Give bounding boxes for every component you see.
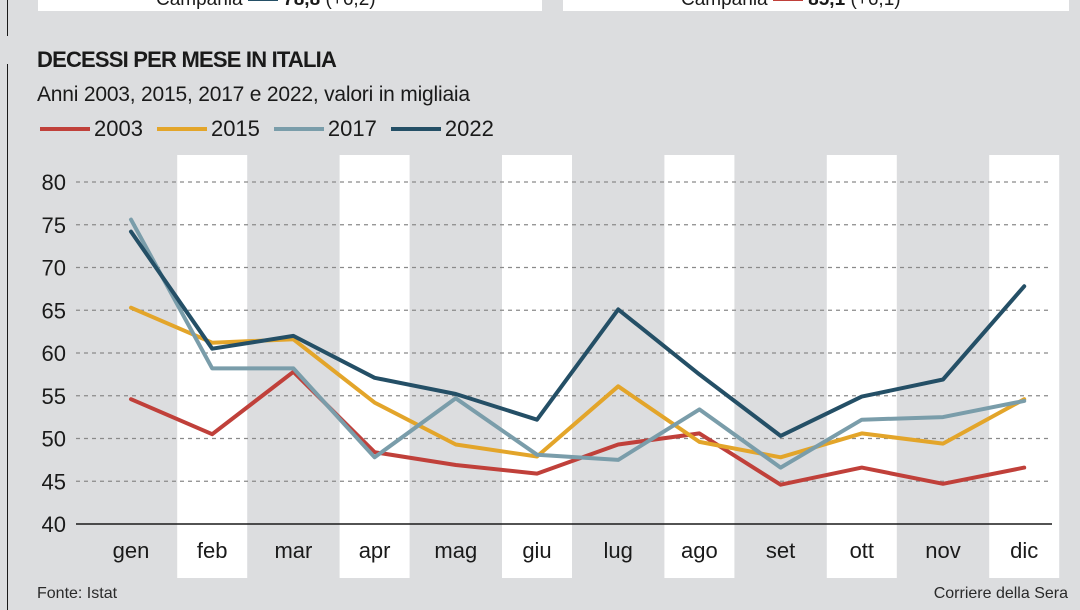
top-card-left: Campania 78,8 (+6,2) [38, 0, 542, 11]
x-tick-label-nov: nov [925, 538, 960, 563]
top-card-right: Campania 85,1 (+6,1) [563, 0, 1069, 11]
top-card-right-change: (+6,1) [850, 0, 900, 10]
top-card-right-line [772, 0, 803, 2]
crop-mark-bottom [7, 64, 8, 610]
x-tick-label-ott: ott [850, 538, 874, 563]
legend-swatch-2022 [390, 127, 441, 131]
top-card-left-region: Campania [156, 0, 243, 10]
x-tick-label-dic: dic [1010, 538, 1038, 563]
month-band-dic [989, 155, 1060, 578]
legend-label-2003: 2003 [94, 116, 143, 141]
legend-swatch-2003 [40, 127, 90, 131]
legend-label-2022: 2022 [444, 116, 494, 141]
series-line-2017 [129, 217, 1027, 470]
x-tick-label-mag: mag [434, 538, 477, 563]
x-tick-label-gen: gen [113, 538, 150, 563]
y-tick-label-60: 60 [42, 341, 66, 366]
x-tick-label-apr: apr [359, 538, 391, 563]
crop-mark-top [7, 0, 8, 36]
top-card-right-region: Campania [681, 0, 768, 10]
legend-item-2022: 2022 [390, 116, 494, 142]
legend-label-2015: 2015 [210, 116, 260, 141]
top-card-left-line [247, 0, 278, 2]
legend-swatch-2015 [156, 127, 207, 131]
y-tick-label-40: 40 [42, 512, 66, 537]
source-credit: Fonte: Istat [37, 585, 118, 602]
x-tick-label-feb: feb [197, 538, 228, 563]
y-tick-label-55: 55 [42, 384, 66, 409]
month-band-ago [664, 155, 735, 578]
y-tick-label-75: 75 [42, 213, 66, 238]
x-tick-label-mar: mar [274, 538, 312, 563]
legend-label-2017: 2017 [327, 116, 377, 141]
top-card-left-text: Campania 78,8 (+6,2) [156, 0, 376, 11]
month-band-ott [826, 155, 897, 578]
y-tick-label-45: 45 [42, 469, 66, 494]
legend-item-2017: 2017 [273, 116, 377, 142]
top-card-right-text: Campania 85,1 (+6,1) [681, 0, 901, 11]
top-card-left-value: 78,8 [283, 0, 320, 10]
legend-swatch-2017 [273, 127, 324, 131]
y-tick-label-65: 65 [42, 298, 66, 323]
publisher-credit: Corriere della Sera [933, 585, 1068, 602]
y-tick-label-70: 70 [42, 256, 66, 281]
x-tick-label-giu: giu [522, 538, 551, 563]
legend-item-2003: 2003 [40, 116, 143, 142]
legend-item-2015: 2015 [156, 116, 260, 142]
top-card-left-change: (+6,2) [325, 0, 375, 10]
x-tick-label-ago: ago [681, 538, 718, 563]
y-tick-label-80: 80 [42, 170, 66, 195]
month-band-giu [502, 155, 572, 578]
y-tick-label-50: 50 [42, 427, 66, 452]
series-line-2022 [129, 229, 1027, 438]
chart-title: DECESSI PER MESE IN ITALIA [37, 47, 337, 72]
top-card-right-value: 85,1 [808, 0, 845, 10]
x-tick-label-lug: lug [604, 538, 633, 563]
chart-legend: 2003 2015 2017 2022 [40, 116, 508, 142]
x-tick-label-set: set [766, 538, 795, 563]
chart-subtitle: Anni 2003, 2015, 2017 e 2022, valori in … [37, 83, 470, 106]
